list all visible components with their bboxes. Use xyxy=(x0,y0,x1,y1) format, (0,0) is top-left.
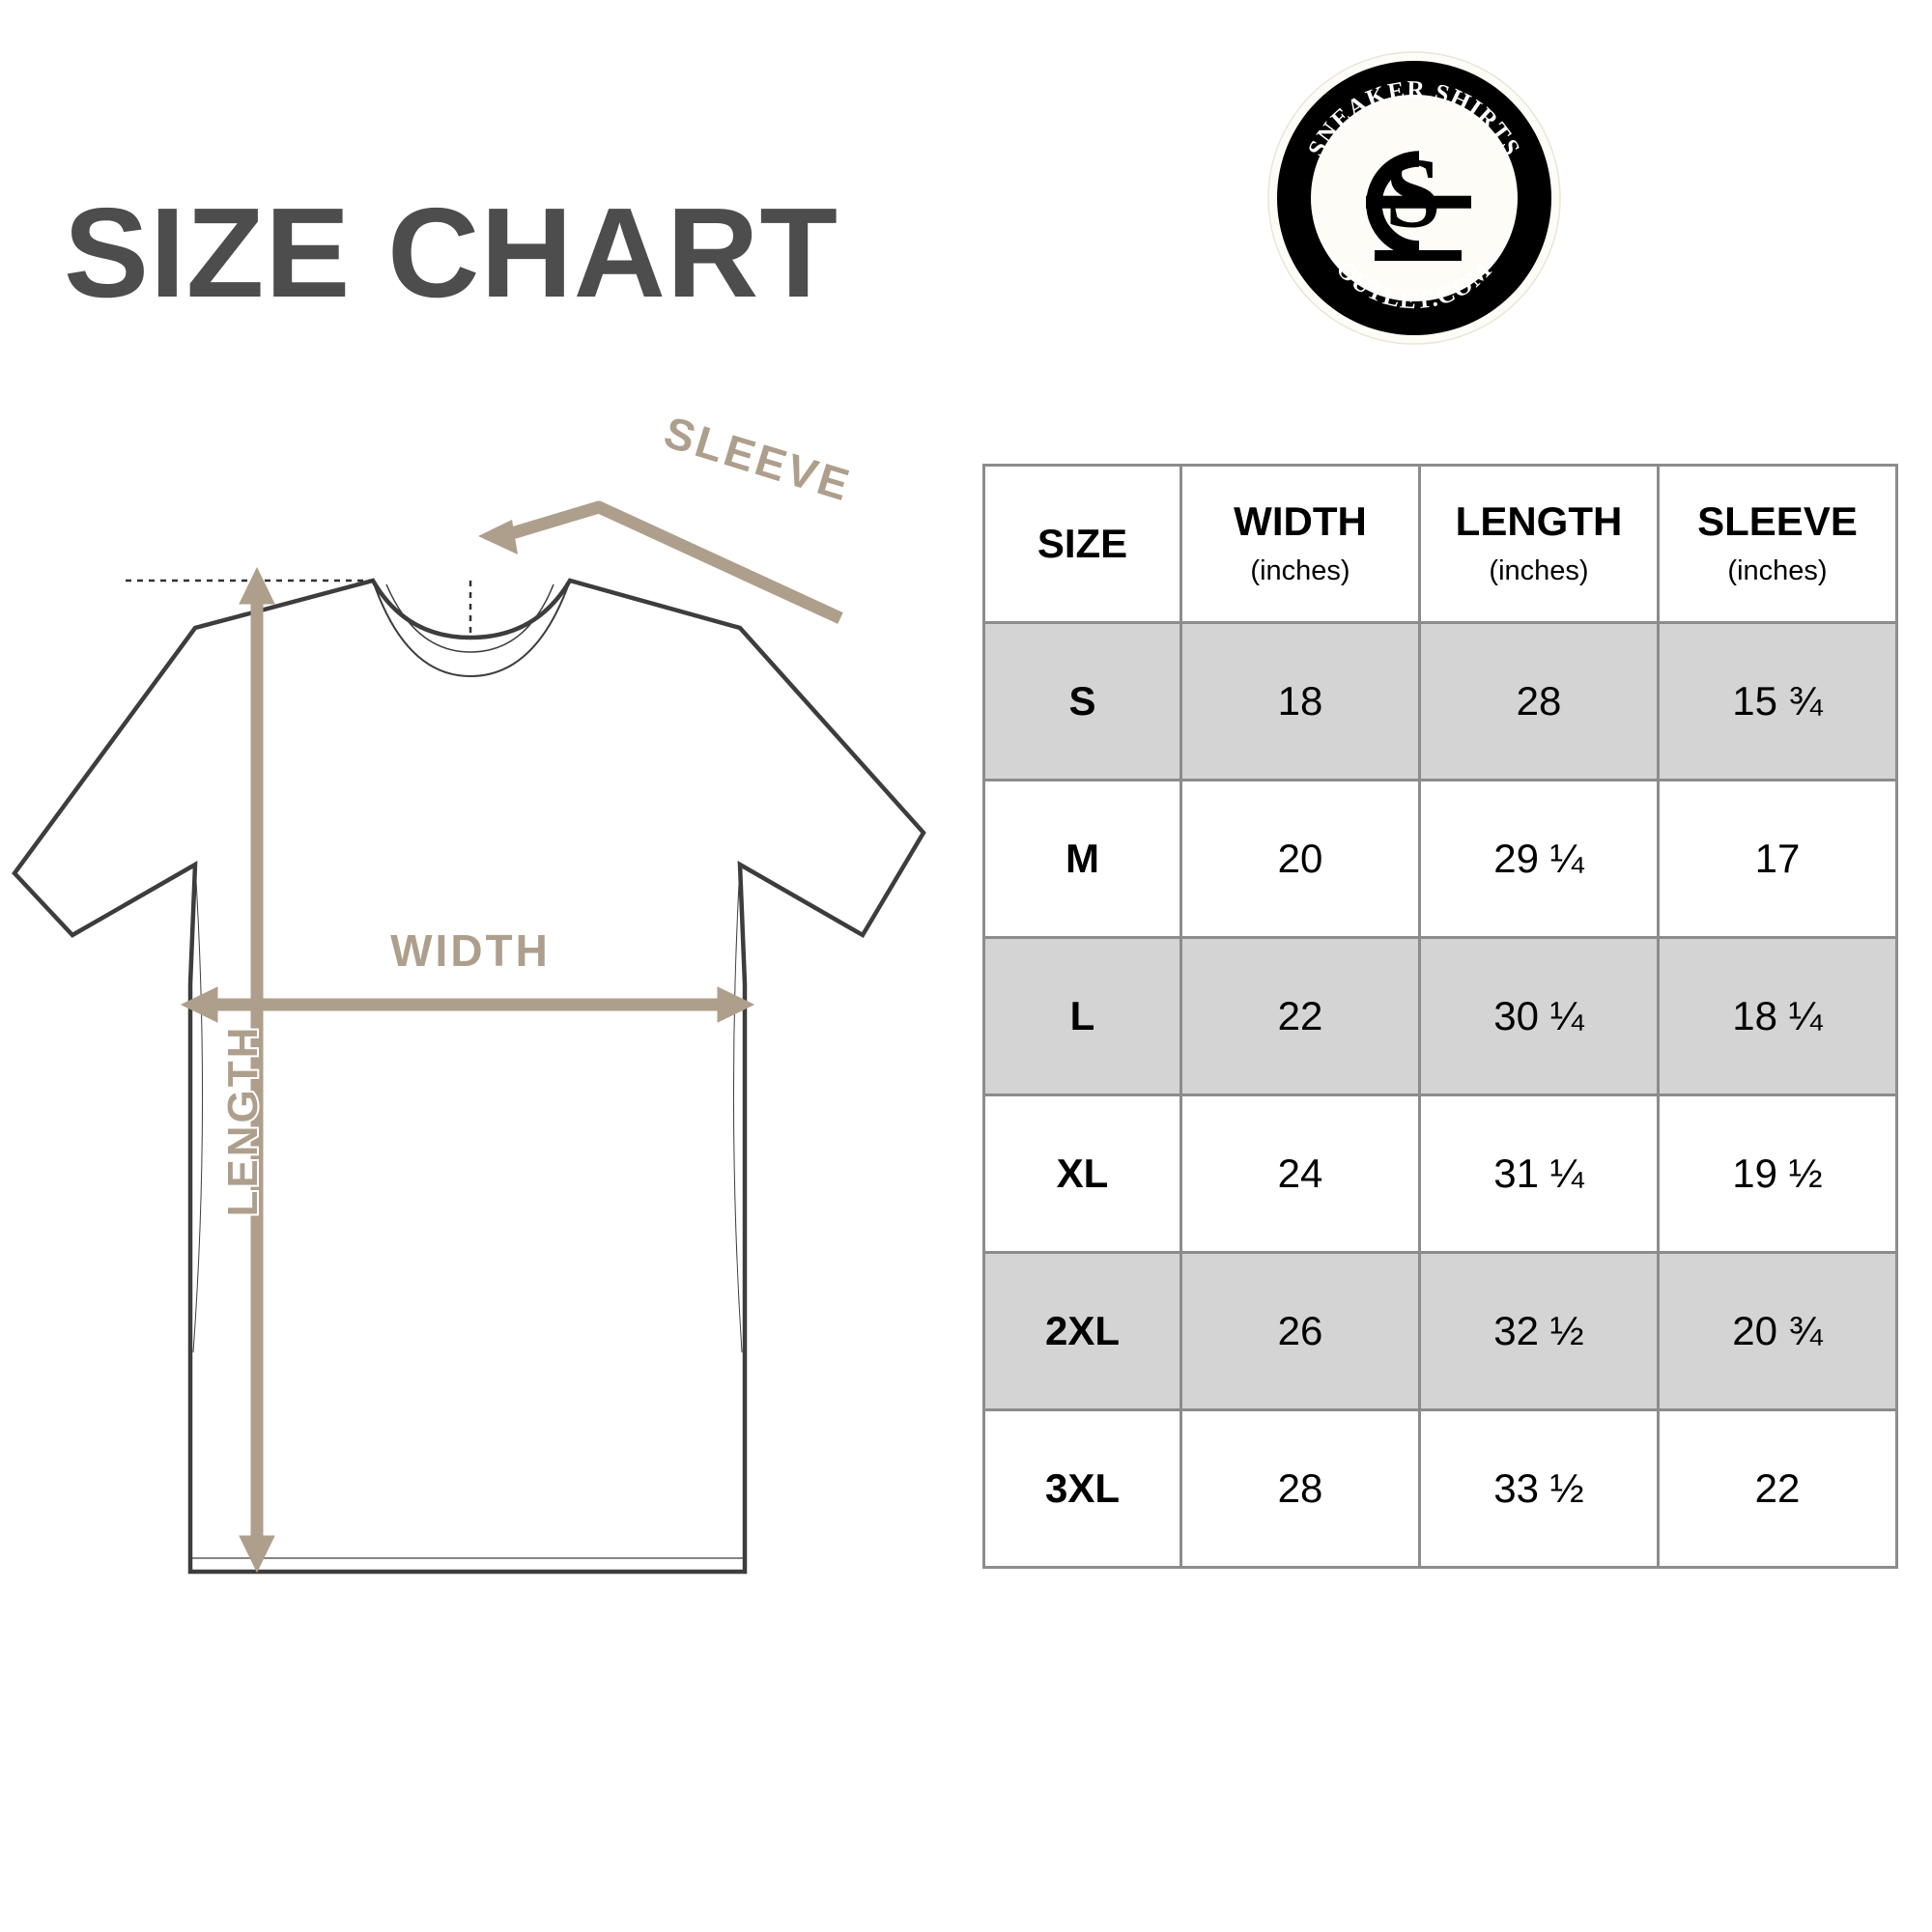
svg-text:WIDTH: WIDTH xyxy=(390,925,551,976)
svg-text:S: S xyxy=(1385,138,1441,249)
svg-text:SLEEVE: SLEEVE xyxy=(659,407,858,511)
svg-text:LENGTH: LENGTH xyxy=(219,1025,267,1217)
